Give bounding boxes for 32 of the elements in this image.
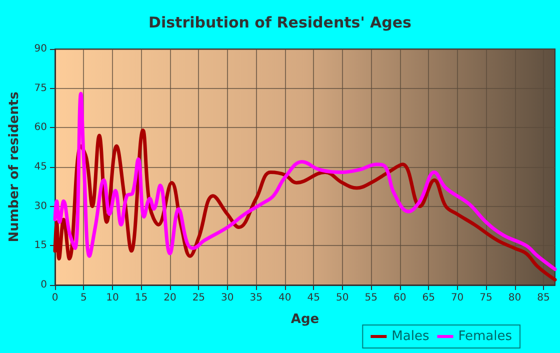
y-tick-label: 15 [34,240,47,252]
x-tick-label: 50 [336,292,349,304]
line-series [53,92,557,272]
x-axis-title: Age [290,312,320,327]
x-tick-label: 70 [450,292,464,304]
y-tick-label: 90 [34,44,47,54]
x-tick-label: 65 [422,292,435,304]
x-tick-label: 55 [364,292,378,304]
x-tick-label: 0 [52,292,58,304]
x-tick-label: 35 [250,292,263,304]
x-tick-label: 80 [508,292,522,304]
y-tick-label: 75 [34,82,47,94]
x-tick-label: 30 [221,292,234,304]
x-tick-label: 45 [307,292,320,304]
x-tick-label: 20 [164,292,176,304]
x-tick-label: 25 [192,292,206,304]
x-tick-label: 40 [278,292,292,304]
x-tick-label: 10 [106,292,119,304]
y-tick-label: 45 [34,162,47,172]
y-tick-label: 0 [40,280,47,290]
x-tick-label: 5 [80,292,87,304]
x-tick-label: 75 [480,292,492,304]
y-tick-label: 60 [34,122,47,134]
x-tick-label: 15 [134,292,148,304]
x-tick-label: 85 [537,292,550,304]
legend-label: Females [458,329,512,344]
x-tick-label: 60 [393,292,406,304]
legend-label: Males [392,329,430,344]
line-series [53,128,557,282]
y-tick-label: 30 [34,200,47,212]
y-axis-title: Number of residents [7,91,22,242]
chart-title: Distribution of Residents' Ages [148,14,412,32]
